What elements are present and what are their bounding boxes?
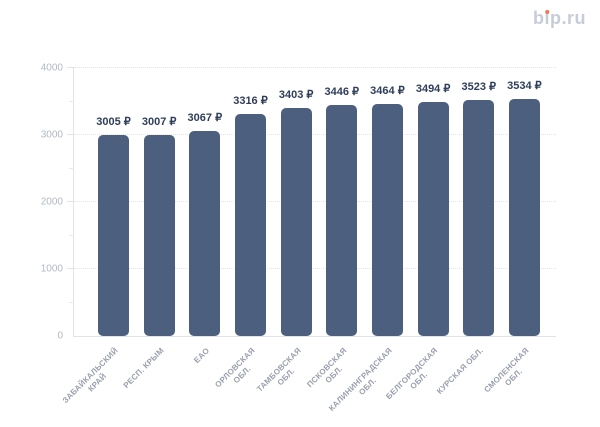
bar[interactable]	[463, 99, 495, 336]
bar[interactable]	[189, 130, 221, 336]
bar-group: 3067 ₽ ЕАО	[187, 68, 223, 365]
bars-container: 3005 ₽ ЗАБАЙКАЛЬСКИЙ КРАЙ 3007 ₽ РЕСП. КРЫМ 3…	[61, 68, 556, 413]
gridline	[74, 67, 556, 68]
y-axis-label: 3000	[40, 129, 63, 141]
bip-ru-logo[interactable]: bı p.ru	[533, 8, 586, 29]
bar-value-label: 3494 ₽	[415, 82, 451, 95]
y-axis-label: 4000	[40, 62, 63, 74]
gridline	[74, 201, 556, 202]
logo-i-dot-icon	[545, 10, 549, 14]
bar[interactable]	[234, 113, 266, 336]
y-axis-minor-tick	[69, 167, 74, 169]
logo-letter-i: ı	[544, 8, 550, 28]
bar-value-label: 3464 ₽	[370, 84, 405, 97]
bar[interactable]	[280, 108, 312, 336]
x-axis-label: СМОЛЕНСКАЯ ОБЛ.	[482, 346, 531, 395]
bar-value-label: 3523 ₽	[461, 80, 497, 93]
bar-group: 3007 ₽ РЕСП. КРЫМ	[121, 68, 177, 391]
y-axis-minor-tick	[69, 301, 74, 303]
bar-group: 3316 ₽ ОРЛОВСКАЯ ОБЛ.	[213, 68, 268, 390]
gridline	[74, 134, 556, 135]
x-axis-label: ЕАО	[192, 346, 212, 365]
y-axis-tick	[67, 268, 74, 269]
bar[interactable]	[417, 101, 449, 336]
y-axis-tick	[67, 67, 74, 68]
x-axis-label: ТАМБОВСКАЯ ОБЛ.	[254, 346, 303, 394]
y-axis-label: 0	[57, 330, 63, 342]
logo-letter-b: b	[532, 8, 545, 28]
y-axis-tick	[67, 201, 74, 202]
y-axis-minor-tick	[69, 100, 74, 102]
bar-group: 3446 ₽ ПСКОВСКАЯ ОБЛ.	[305, 68, 360, 389]
bar-value-label: 3007 ₽	[141, 115, 177, 128]
bar-value-label: 3316 ₽	[233, 94, 268, 107]
gridline	[74, 268, 556, 269]
logo-suffix: p.ru	[550, 8, 586, 28]
bar-value-label: 3067 ₽	[187, 111, 223, 124]
bar[interactable]	[98, 134, 129, 336]
x-axis-label: ЗАБАЙКАЛЬСКИЙ КРАЙ	[60, 346, 120, 406]
bar[interactable]	[371, 103, 403, 336]
x-axis-label: РЕСП. КРЫМ	[121, 346, 166, 391]
y-axis-tick	[67, 134, 74, 135]
bar-value-label: 3446 ₽	[324, 86, 360, 99]
bar-group: 3534 ₽ СМОЛЕНСКАЯ ОБЛ.	[482, 68, 542, 394]
bar[interactable]	[508, 99, 540, 336]
bar-group: 3403 ₽ ТАМБОВСКАЯ ОБЛ.	[255, 68, 314, 394]
bar-group: 3005 ₽ ЗАБАЙКАЛЬСКИЙ КРАЙ	[61, 68, 131, 405]
y-axis-label: 2000	[40, 196, 63, 208]
bar[interactable]	[326, 105, 358, 336]
bar-value-label: 3403 ₽	[278, 89, 314, 101]
bar-group: 3523 ₽ КУРСКАЯ ОБЛ.	[435, 68, 497, 396]
bar-value-label: 3005 ₽	[96, 115, 131, 128]
y-axis-label: 1000	[40, 263, 63, 275]
bar-group: 3464 ₽ КАЛИНИНГРАДСКАЯ ОБЛ.	[327, 68, 405, 413]
plot-area: 0 1000 2000 3000 4000 3005 ₽ ЗАБАЙКАЛЬСКИЙ КРА…	[41, 63, 556, 413]
bar[interactable]	[143, 134, 175, 336]
y-axis-minor-tick	[69, 234, 74, 236]
x-axis-label: КУРСКАЯ ОБЛ.	[435, 346, 486, 396]
bar-value-label: 3534 ₽	[507, 80, 542, 93]
bar-group: 3494 ₽ БЕЛГОРОДСКАЯ ОБЛ.	[384, 68, 451, 401]
